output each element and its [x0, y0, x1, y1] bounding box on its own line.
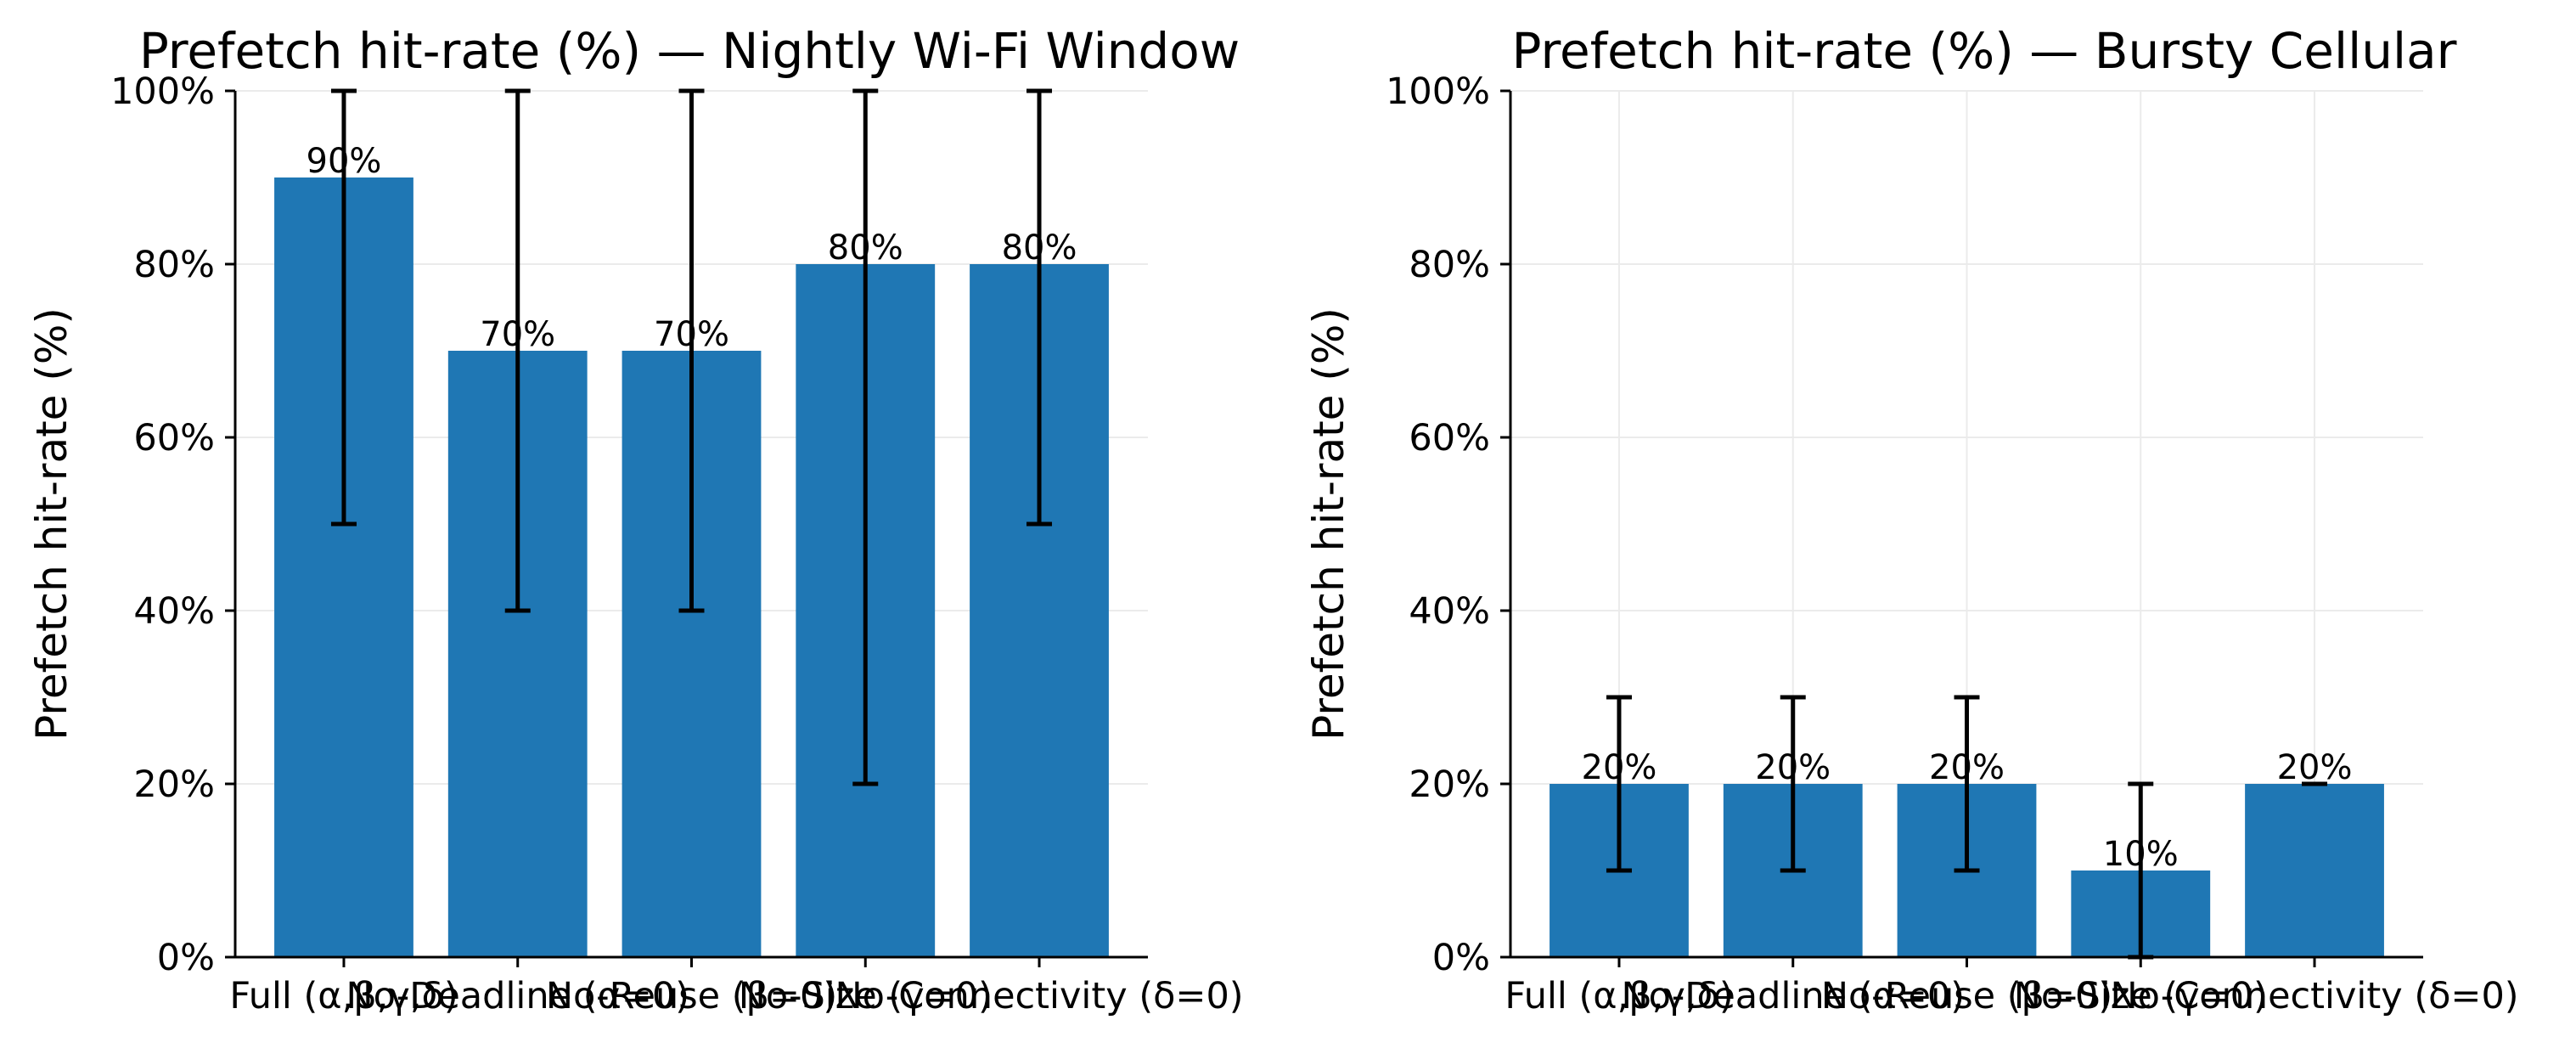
y-tick-label: 40%: [1409, 590, 1490, 633]
chart-panel-nightly-wifi: Prefetch hit-rate (%) — Nightly Wi-Fi Wi…: [27, 22, 1244, 1017]
x-tick-label: No-Deadline (α=0): [346, 975, 689, 1017]
x-tick-label: No-Connectivity (δ=0): [2110, 975, 2518, 1017]
x-tick-label: No-Deadline (α=0): [1621, 975, 1965, 1017]
data-label: 10%: [2103, 835, 2179, 874]
data-label: 20%: [1582, 748, 1657, 787]
data-label: 70%: [654, 315, 729, 354]
chart-title: Prefetch hit-rate (%) — Bursty Cellular: [1512, 22, 2457, 80]
y-axis-label: Prefetch hit-rate (%): [1304, 307, 1353, 741]
data-label: 90%: [307, 142, 382, 181]
error-bars: [330, 88, 1053, 786]
data-label: 20%: [2277, 748, 2353, 787]
data-label: 70%: [480, 315, 555, 354]
x-tick-label: No-Size (γ=0): [2014, 975, 2268, 1017]
y-tick-label: 100%: [110, 70, 215, 113]
x-tick-label: No-Size (γ=0): [739, 975, 993, 1017]
axes: [225, 89, 1148, 967]
y-tick-label: 0%: [1432, 937, 1490, 979]
y-tick-label: 60%: [133, 417, 215, 459]
data-label: 20%: [1929, 748, 2005, 787]
y-tick-label: 80%: [1409, 244, 1490, 286]
bar: [2245, 784, 2384, 957]
y-axis-label: Prefetch hit-rate (%): [27, 307, 76, 741]
x-tick-label: No-Connectivity (δ=0): [835, 975, 1243, 1017]
x-tick-label: No-Reuse (β=0): [1821, 975, 2112, 1017]
y-tick-label: 0%: [157, 937, 215, 979]
y-tick-label: 100%: [1386, 70, 1490, 113]
x-tick-label: Full (α,β,γ,δ): [1505, 975, 1733, 1017]
y-tick-label: 80%: [133, 244, 215, 286]
data-labels: 90% 70% 70% 80% 80%: [307, 142, 1077, 354]
x-tick-label: No-Reuse (β=0): [546, 975, 837, 1017]
tick-labels: 0% 20% 40% 60% 80% 100% Full (α,β,γ,δ)No-Deadl…: [110, 70, 1244, 1017]
error-bars: [1606, 695, 2328, 960]
chart-panel-bursty-cellular: Prefetch hit-rate (%) — Bursty Cellular …: [1304, 22, 2519, 1017]
data-label: 80%: [828, 228, 903, 268]
y-tick-label: 20%: [1409, 763, 1490, 806]
y-tick-label: 60%: [1409, 417, 1490, 459]
tick-labels: 0% 20% 40% 60% 80% 100% Full (α,β,γ,δ)No-Deadl…: [1386, 70, 2519, 1017]
bars: [274, 177, 1109, 957]
y-tick-label: 20%: [133, 763, 215, 806]
data-labels: 20% 20% 20% 10% 20%: [1582, 748, 2353, 874]
chart-title: Prefetch hit-rate (%) — Nightly Wi-Fi Wi…: [139, 22, 1240, 80]
data-label: 20%: [1755, 748, 1831, 787]
y-tick-label: 40%: [133, 590, 215, 633]
data-label: 80%: [1002, 228, 1077, 268]
axes: [1500, 89, 2423, 967]
x-tick-label: Full (α,β,γ,δ): [229, 975, 458, 1017]
